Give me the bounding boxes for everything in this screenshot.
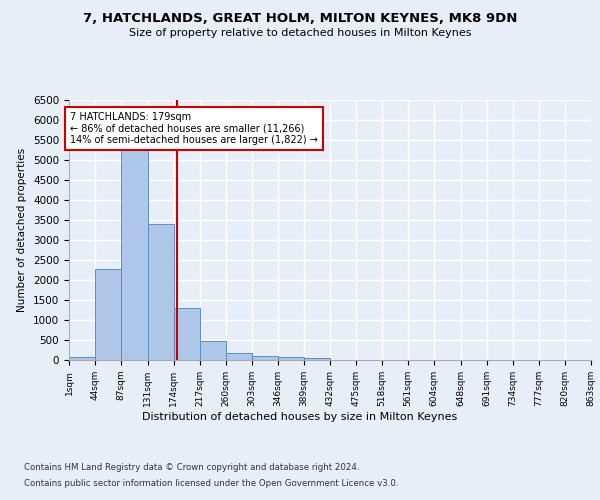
Bar xyxy=(304,358,330,360)
Bar xyxy=(278,357,304,360)
Bar xyxy=(121,143,148,360)
Bar xyxy=(148,224,174,360)
Text: Size of property relative to detached houses in Milton Keynes: Size of property relative to detached ho… xyxy=(129,28,471,38)
Text: Distribution of detached houses by size in Milton Keynes: Distribution of detached houses by size … xyxy=(142,412,458,422)
Text: Contains HM Land Registry data © Crown copyright and database right 2024.: Contains HM Land Registry data © Crown c… xyxy=(24,462,359,471)
Bar xyxy=(174,308,200,360)
Bar xyxy=(69,357,95,360)
Y-axis label: Number of detached properties: Number of detached properties xyxy=(17,148,28,312)
Text: Contains public sector information licensed under the Open Government Licence v3: Contains public sector information licen… xyxy=(24,479,398,488)
Bar xyxy=(200,341,226,360)
Text: 7 HATCHLANDS: 179sqm
← 86% of detached houses are smaller (11,266)
14% of semi-d: 7 HATCHLANDS: 179sqm ← 86% of detached h… xyxy=(70,112,318,145)
Bar xyxy=(226,353,252,360)
Bar xyxy=(95,269,121,360)
Bar xyxy=(252,356,278,360)
Text: 7, HATCHLANDS, GREAT HOLM, MILTON KEYNES, MK8 9DN: 7, HATCHLANDS, GREAT HOLM, MILTON KEYNES… xyxy=(83,12,517,26)
